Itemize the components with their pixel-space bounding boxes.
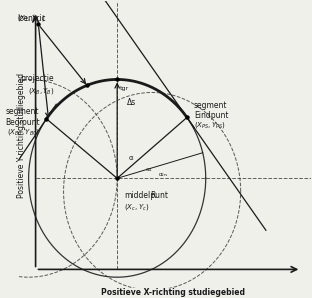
Text: $(X_{PS}, Y_{PS})$: $(X_{PS}, Y_{PS})$: [194, 120, 226, 131]
Text: α₁: α₁: [145, 167, 152, 172]
Text: Positieve Y-richting studiegebied: Positieve Y-richting studiegebied: [17, 73, 26, 198]
Text: Δs: Δs: [126, 98, 136, 107]
Text: tgr: tgr: [119, 86, 129, 91]
Text: segment: segment: [6, 107, 39, 116]
Text: Positieve X-richting studiegebied: Positieve X-richting studiegebied: [101, 288, 245, 297]
Text: Icentric: Icentric: [17, 14, 46, 23]
Text: $(X_c, Y_c)$: $(X_c, Y_c)$: [124, 202, 149, 212]
Text: R: R: [150, 191, 155, 200]
Text: Eindpunt: Eindpunt: [194, 111, 228, 120]
Text: α₂ᵣₛ: α₂ᵣₛ: [159, 172, 168, 177]
Text: projectie: projectie: [21, 74, 54, 83]
Text: α: α: [129, 155, 134, 161]
Text: $(X_B, Y_B)$: $(X_B, Y_B)$: [27, 86, 54, 96]
Text: Begipunt: Begipunt: [5, 118, 39, 127]
Text: middelpunt: middelpunt: [124, 191, 168, 200]
Text: $(X_1, Y_{1,})$: $(X_1, Y_{1,})$: [17, 6, 46, 23]
Text: segment: segment: [194, 101, 227, 110]
Text: $(X_{B0}, Y_{B0})$: $(X_{B0}, Y_{B0})$: [7, 127, 39, 137]
